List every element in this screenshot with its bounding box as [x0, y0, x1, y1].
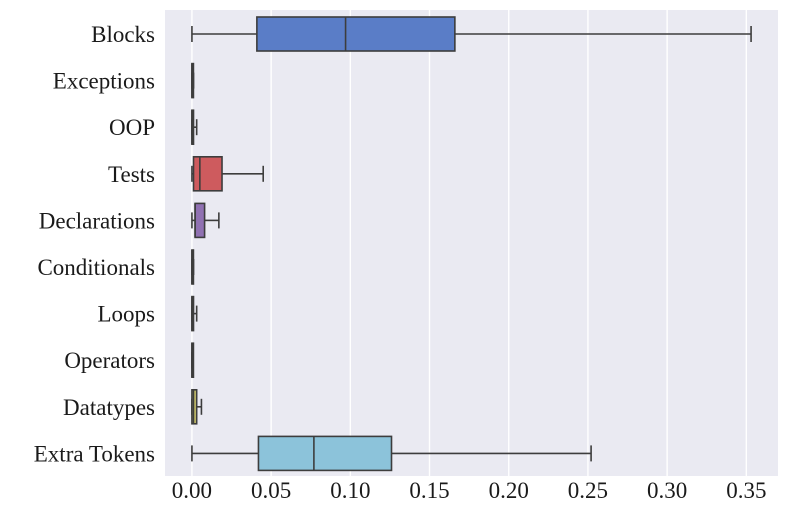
plot-area	[165, 10, 778, 476]
y-tick-label: Declarations	[39, 208, 155, 233]
iqr-box	[256, 16, 456, 52]
y-tick-label: OOP	[109, 115, 155, 140]
x-gridlines	[191, 10, 748, 476]
iqr-box	[194, 202, 206, 239]
box-oop	[191, 109, 198, 145]
x-tick-label: 0.15	[409, 478, 449, 503]
x-tick-label: 0.10	[330, 478, 370, 503]
y-tick-label: Exceptions	[53, 69, 155, 94]
y-tick-label: Conditionals	[37, 255, 155, 280]
x-tick-label: 0.20	[489, 478, 529, 503]
box-loops	[191, 295, 198, 332]
y-tick-label: Extra Tokens	[34, 441, 155, 466]
box-declarations	[191, 202, 220, 239]
box-tests	[191, 156, 265, 192]
x-tick-label: 0.35	[726, 478, 766, 503]
x-tick-label: 0.30	[647, 478, 687, 503]
iqr-box	[192, 156, 223, 192]
y-tick-label: Blocks	[91, 22, 155, 47]
box-blocks	[191, 16, 752, 52]
y-tick-label: Tests	[108, 162, 155, 187]
box-operators	[191, 342, 195, 379]
iqr-box	[257, 435, 393, 472]
y-tick-label: Datatypes	[63, 395, 155, 420]
boxes-group	[191, 16, 752, 472]
box-datatypes	[191, 388, 203, 425]
y-axis-tick-labels: Blocks Exceptions OOP Tests Declarations Cond…	[34, 22, 155, 466]
box-exceptions	[191, 62, 195, 99]
x-tick-label: 0.25	[568, 478, 608, 503]
box-extra-tokens	[191, 435, 592, 472]
x-tick-label: 0.00	[172, 478, 212, 503]
y-tick-label: Operators	[64, 348, 155, 373]
x-axis-tick-labels: 0.00 0.05 0.10 0.15 0.20 0.25 0.30 0.35	[172, 478, 767, 503]
x-tick-label: 0.05	[251, 478, 291, 503]
box-conditionals	[191, 249, 195, 285]
y-tick-label: Loops	[98, 302, 156, 327]
